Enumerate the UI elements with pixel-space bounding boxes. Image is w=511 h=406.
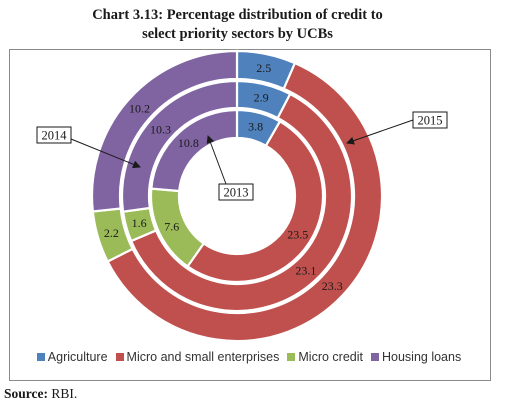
legend-item-housing-loans: Housing loans [370, 350, 462, 364]
legend-label-micro-credit: Micro credit [298, 350, 363, 364]
legend-label-micro-and-small-enterprises: Micro and small enterprises [126, 350, 280, 364]
data-label-2015-housing-loans: 10.2 [129, 101, 150, 115]
data-label-2015-micro-and-small-enterprises: 23.3 [322, 279, 343, 293]
slice-2013-micro-and-small-enterprises [186, 119, 325, 284]
legend-label-agriculture: Agriculture [47, 350, 108, 364]
data-label-2014-agriculture: 2.9 [254, 90, 269, 104]
slice-2015-housing-loans [90, 49, 239, 213]
callout-box-2013 [218, 183, 254, 201]
chart-title: Chart 3.13: Percentage distribution of c… [0, 6, 475, 44]
callout-box-2014 [36, 126, 72, 144]
data-label-2013-agriculture: 3.8 [248, 119, 263, 133]
data-label-2015-agriculture: 2.5 [256, 61, 271, 75]
legend-label-housing-loans: Housing loans [381, 350, 462, 364]
chart-title-line-2: select priority sectors by UCBs [142, 26, 333, 42]
data-label-2013-housing-loans: 10.8 [178, 136, 199, 150]
callout-label-2014: 2014 [42, 129, 68, 143]
data-label-2014-micro-credit: 1.6 [132, 216, 147, 230]
callout-box-2015 [412, 111, 448, 129]
chart-frame [9, 49, 491, 381]
slice-2014-micro-and-small-enterprises [129, 92, 354, 313]
slice-2015-micro-and-small-enterprises [106, 61, 384, 343]
source-text: RBI. [51, 386, 78, 401]
source-label: Source: [4, 386, 48, 401]
source-note: Source: RBI. [4, 386, 77, 402]
data-label-2013-micro-credit: 7.6 [164, 219, 179, 233]
data-label-2013-micro-and-small-enterprises: 23.5 [287, 228, 308, 242]
slice-2014-housing-loans [120, 79, 239, 213]
legend-swatch-agriculture [36, 353, 45, 361]
callout-label-2015: 2015 [418, 114, 443, 128]
data-label-2014-housing-loans: 10.3 [150, 122, 171, 136]
legend-swatch-micro-credit [287, 353, 296, 361]
callout-arrow-2015 [346, 119, 414, 145]
callout-arrow-2014 [70, 138, 141, 169]
legend-swatch-micro-and-small-enterprises [115, 353, 124, 361]
legend-item-agriculture: Agriculture [36, 350, 108, 364]
legend-item-micro-credit: Micro credit [287, 350, 363, 364]
legend-swatch-housing-loans [370, 353, 379, 361]
data-label-2015-micro-credit: 2.2 [104, 226, 119, 240]
legend-item-micro-and-small-enterprises: Micro and small enterprises [115, 350, 280, 364]
callout-label-2013: 2013 [224, 186, 249, 200]
chart-title-line-1: Chart 3.13: Percentage distribution of c… [92, 7, 383, 23]
chart-legend: Agriculture Micro and small enterprises Mi… [9, 350, 489, 364]
data-label-2014-micro-and-small-enterprises: 23.1 [295, 264, 316, 278]
callout-arrow-2013 [206, 135, 227, 185]
slice-2013-housing-loans [150, 108, 239, 193]
